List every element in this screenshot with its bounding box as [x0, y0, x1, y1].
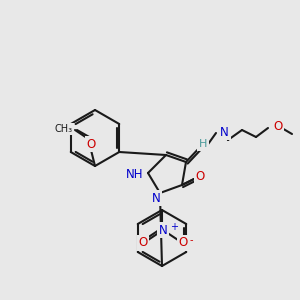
Text: methoxy: methoxy	[75, 127, 81, 128]
Text: +: +	[170, 222, 178, 232]
Text: O: O	[178, 236, 188, 250]
Text: O: O	[273, 121, 282, 134]
Text: CH₃: CH₃	[55, 124, 73, 134]
Text: N: N	[220, 125, 229, 139]
Text: O: O	[195, 169, 205, 182]
Text: H: H	[199, 139, 207, 149]
Text: N: N	[159, 224, 167, 236]
Text: NH: NH	[125, 167, 143, 181]
Text: O: O	[138, 236, 148, 250]
Text: O: O	[86, 137, 96, 151]
Text: N: N	[152, 191, 160, 205]
Text: -: -	[190, 235, 194, 245]
